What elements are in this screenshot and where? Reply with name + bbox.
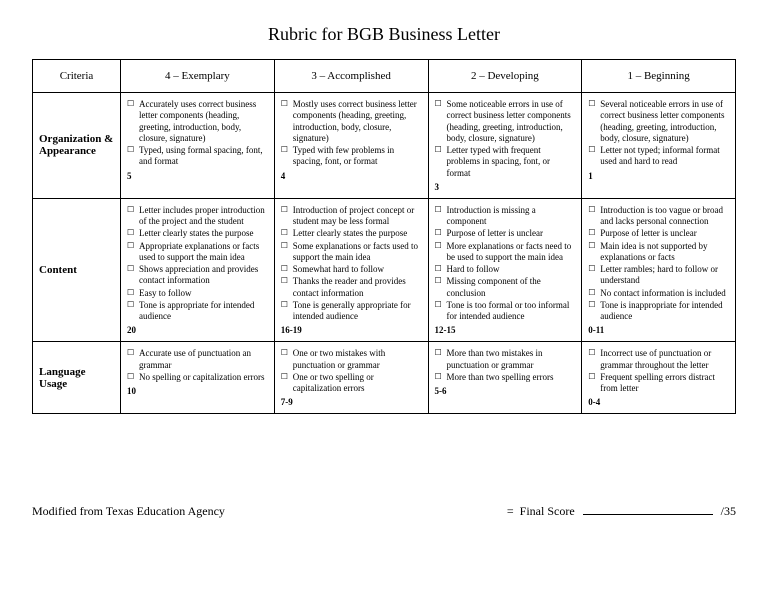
table-row: Language UsageAccurate use of punctuatio… (33, 342, 736, 414)
list-item: Letter clearly states the purpose (127, 228, 268, 239)
item-list: Introduction of project concept or stude… (281, 205, 422, 323)
list-item: Main idea is not supported by explanatio… (588, 241, 729, 264)
item-list: More than two mistakes in punctuation or… (435, 348, 576, 383)
list-item: Tone is inappropriate for intended audie… (588, 300, 729, 323)
footer-source: Modified from Texas Education Agency (32, 504, 225, 519)
rubric-cell: Several noticeable errors in use of corr… (582, 93, 736, 199)
list-item: Missing component of the conclusion (435, 276, 576, 299)
list-item: Letter clearly states the purpose (281, 228, 422, 239)
item-list: Mostly uses correct business letter comp… (281, 99, 422, 168)
list-item: Some noticeable errors in use of correct… (435, 99, 576, 144)
header-criteria: Criteria (33, 60, 121, 93)
list-item: More than two mistakes in punctuation or… (435, 348, 576, 371)
list-item: Tone is generally appropriate for intend… (281, 300, 422, 323)
list-item: Accurate use of punctuation an grammar (127, 348, 268, 371)
item-list: Incorrect use of punctuation or grammar … (588, 348, 729, 394)
list-item: Thanks the reader and provides contact i… (281, 276, 422, 299)
list-item: Hard to follow (435, 264, 576, 275)
cell-score: 10 (127, 386, 268, 396)
rubric-table: Criteria 4 – Exemplary 3 – Accomplished … (32, 59, 736, 414)
list-item: Purpose of letter is unclear (435, 228, 576, 239)
list-item: No spelling or capitalization errors (127, 372, 268, 383)
rubric-cell: Introduction of project concept or stude… (274, 198, 428, 342)
list-item: Tone is too formal or too informal for i… (435, 300, 576, 323)
cell-score: 4 (281, 171, 422, 181)
item-list: Some noticeable errors in use of correct… (435, 99, 576, 179)
equals-sign: = (507, 504, 514, 519)
cell-score: 1 (588, 171, 729, 181)
header-beginning: 1 – Beginning (582, 60, 736, 93)
header-developing: 2 – Developing (428, 60, 582, 93)
list-item: Easy to follow (127, 288, 268, 299)
list-item: Appropriate explanations or facts used t… (127, 241, 268, 264)
list-item: Letter typed with frequent problems in s… (435, 145, 576, 179)
list-item: Somewhat hard to follow (281, 264, 422, 275)
header-exemplary: 4 – Exemplary (121, 60, 275, 93)
page-title: Rubric for BGB Business Letter (32, 24, 736, 45)
list-item: Letter not typed; informal format used a… (588, 145, 729, 168)
list-item: Introduction of project concept or stude… (281, 205, 422, 228)
rubric-cell: Accurate use of punctuation an grammarNo… (121, 342, 275, 414)
list-item: Typed, using formal spacing, font, and f… (127, 145, 268, 168)
header-row: Criteria 4 – Exemplary 3 – Accomplished … (33, 60, 736, 93)
header-accomplished: 3 – Accomplished (274, 60, 428, 93)
list-item: Purpose of letter is unclear (588, 228, 729, 239)
score-blank (583, 504, 713, 515)
rubric-cell: Introduction is too vague or broad and l… (582, 198, 736, 342)
criteria-cell: Content (33, 198, 121, 342)
rubric-cell: Incorrect use of punctuation or grammar … (582, 342, 736, 414)
item-list: Introduction is missing a componentPurpo… (435, 205, 576, 323)
item-list: One or two mistakes with punctuation or … (281, 348, 422, 394)
list-item: Tone is appropriate for intended audienc… (127, 300, 268, 323)
cell-score: 16-19 (281, 325, 422, 335)
list-item: More than two spelling errors (435, 372, 576, 383)
cell-score: 5-6 (435, 386, 576, 396)
item-list: Several noticeable errors in use of corr… (588, 99, 729, 168)
cell-score: 20 (127, 325, 268, 335)
item-list: Introduction is too vague or broad and l… (588, 205, 729, 323)
rubric-cell: Letter includes proper introduction of t… (121, 198, 275, 342)
cell-score: 0-4 (588, 397, 729, 407)
rubric-cell: More than two mistakes in punctuation or… (428, 342, 582, 414)
item-list: Accurate use of punctuation an grammarNo… (127, 348, 268, 383)
rubric-cell: Accurately uses correct business letter … (121, 93, 275, 199)
list-item: Several noticeable errors in use of corr… (588, 99, 729, 144)
table-row: Content Letter includes proper introducti… (33, 198, 736, 342)
cell-score: 12-15 (435, 325, 576, 335)
criteria-cell: Language Usage (33, 342, 121, 414)
list-item: Accurately uses correct business letter … (127, 99, 268, 144)
list-item: Shows appreciation and provides contact … (127, 264, 268, 287)
list-item: Incorrect use of punctuation or grammar … (588, 348, 729, 371)
rubric-cell: Introduction is missing a componentPurpo… (428, 198, 582, 342)
list-item: Letter rambles; hard to follow or unders… (588, 264, 729, 287)
footer: Modified from Texas Education Agency = F… (32, 504, 736, 519)
rubric-cell: Mostly uses correct business letter comp… (274, 93, 428, 199)
criteria-cell: Organization & Appearance (33, 93, 121, 199)
list-item: Introduction is too vague or broad and l… (588, 205, 729, 228)
list-item: Typed with few problems in spacing, font… (281, 145, 422, 168)
list-item: One or two mistakes with punctuation or … (281, 348, 422, 371)
table-row: Organization & AppearanceAccurately uses… (33, 93, 736, 199)
list-item: Frequent spelling errors distract from l… (588, 372, 729, 395)
list-item: Mostly uses correct business letter comp… (281, 99, 422, 144)
out-of: /35 (721, 504, 736, 519)
cell-score: 5 (127, 171, 268, 181)
list-item: One or two spelling or capitalization er… (281, 372, 422, 395)
item-list: Letter includes proper introduction of t… (127, 205, 268, 323)
item-list: Accurately uses correct business letter … (127, 99, 268, 168)
list-item: More explanations or facts need to be us… (435, 241, 576, 264)
list-item: No contact information is included (588, 288, 729, 299)
cell-score: 7-9 (281, 397, 422, 407)
list-item: Some explanations or facts used to suppo… (281, 241, 422, 264)
final-score-label: Final Score (520, 504, 575, 519)
list-item: Introduction is missing a component (435, 205, 576, 228)
cell-score: 3 (435, 182, 576, 192)
list-item: Letter includes proper introduction of t… (127, 205, 268, 228)
cell-score: 0-11 (588, 325, 729, 335)
rubric-cell: Some noticeable errors in use of correct… (428, 93, 582, 199)
rubric-cell: One or two mistakes with punctuation or … (274, 342, 428, 414)
